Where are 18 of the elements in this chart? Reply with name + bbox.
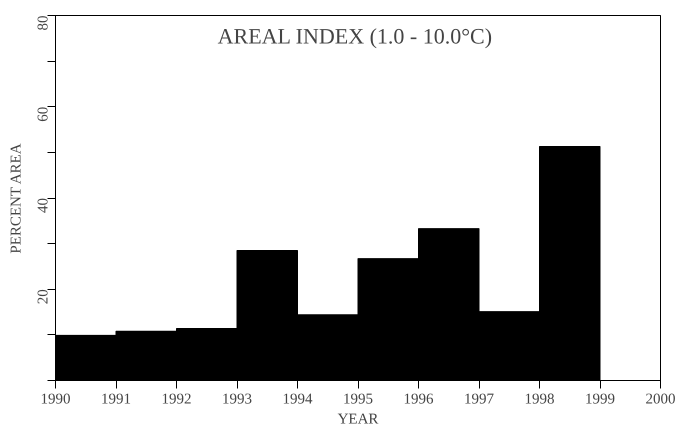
y-tick-label: 20: [36, 289, 52, 304]
x-tick-label: 1994: [282, 392, 313, 408]
x-tick-label: 2000: [646, 392, 676, 408]
chart-title: AREAL INDEX (1.0 - 10.0°C): [218, 24, 492, 48]
x-tick-label: 1995: [343, 392, 373, 408]
x-tick-label: 1997: [464, 392, 494, 408]
x-tick-label: 1996: [404, 392, 434, 408]
x-tick-label: 1992: [162, 392, 192, 408]
y-axis-title: PERCENT AREA: [8, 143, 24, 254]
y-tick-label: 80: [36, 16, 52, 30]
x-axis-title: YEAR: [338, 412, 378, 428]
x-tick-label: 1993: [222, 392, 252, 408]
x-tick-label: 1998: [524, 392, 554, 408]
x-tick-label: 1990: [40, 392, 70, 408]
y-tick-label: 60: [36, 106, 52, 122]
x-tick-label: 1991: [101, 392, 131, 408]
y-tick-label: 40: [36, 198, 52, 213]
x-tick-label: 1999: [585, 392, 615, 408]
